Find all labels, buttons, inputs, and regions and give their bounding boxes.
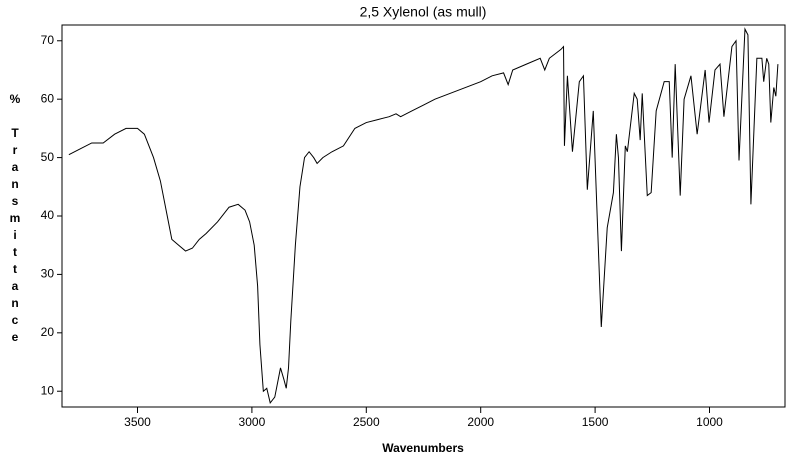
x-tick-label: 3000 <box>239 415 266 429</box>
y-tick-label: 50 <box>41 150 55 164</box>
x-tick-label: 3500 <box>124 415 151 429</box>
x-tick-label: 2000 <box>467 415 494 429</box>
y-tick-label: 40 <box>41 208 55 222</box>
y-tick-label: 60 <box>41 91 55 105</box>
plot-frame <box>61 24 786 408</box>
x-axis-label: Wavenumbers <box>382 441 464 455</box>
y-tick-label: 20 <box>41 325 55 339</box>
y-tick-label: 70 <box>41 33 55 47</box>
chart-title: 2,5 Xylenol (as mull) <box>360 4 487 20</box>
spectrum-line <box>68 27 779 405</box>
x-tick-label: 1000 <box>696 415 723 429</box>
x-tick-label: 2500 <box>353 415 380 429</box>
y-tick-label: 30 <box>41 267 55 281</box>
y-tick-label: 10 <box>41 383 55 397</box>
x-tick-label: 1500 <box>582 415 609 429</box>
y-axis-label: % Transmittance <box>8 92 22 347</box>
